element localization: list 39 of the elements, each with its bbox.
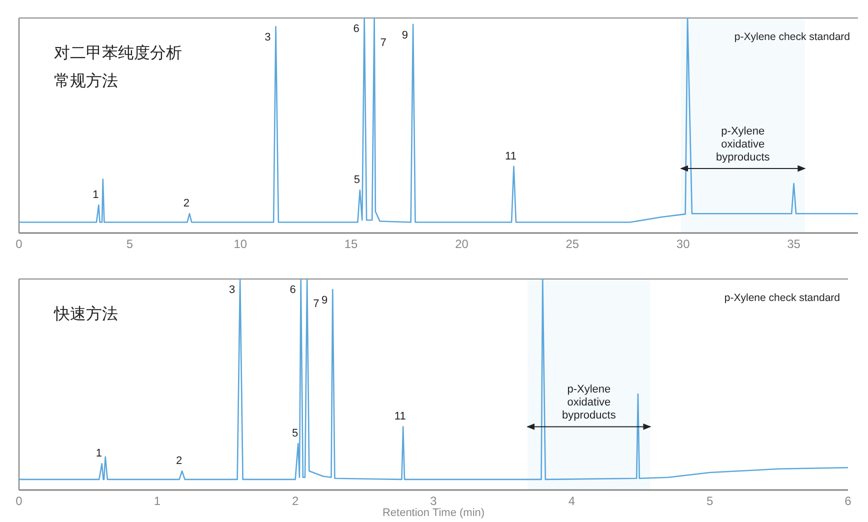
x-tick-label: 6: [844, 494, 852, 508]
x-tick-label: 5: [126, 237, 134, 251]
annotation: 2: [183, 198, 190, 210]
annotation: 3: [264, 32, 271, 44]
annotation: 5: [354, 174, 360, 186]
band-label: p-Xylene oxidative byproducts: [716, 126, 770, 164]
annotation: 1: [96, 448, 102, 460]
x-axis-title: Retention Time (min): [382, 507, 485, 519]
annotation: 3: [228, 284, 236, 296]
annotation: p-Xylene check standard: [734, 31, 850, 43]
x-tick-label: 0: [16, 237, 23, 251]
annotation: 11: [394, 410, 406, 423]
annotation: p-Xylene check standard: [724, 292, 840, 304]
annotation: 7: [380, 37, 386, 49]
x-tick-label: 30: [676, 237, 690, 251]
x-tick-label: 5: [706, 494, 714, 508]
annotation: 1: [92, 189, 99, 202]
x-tick-label: 25: [566, 237, 580, 251]
x-tick-label: 10: [234, 237, 248, 251]
annotation: 2: [176, 455, 182, 468]
text: 对二甲苯纯度分析: [54, 43, 182, 62]
annotation: 11: [505, 150, 516, 162]
annotation: 7: [313, 298, 320, 310]
x-tick-label: 15: [344, 237, 358, 251]
annotation: 6: [353, 23, 360, 35]
annotation: 9: [402, 29, 408, 42]
annotation: 9: [322, 294, 328, 307]
x-tick-label: 4: [568, 494, 576, 508]
annotation: 5: [292, 428, 298, 440]
band-label: p-Xylene oxidative byproducts: [562, 384, 616, 422]
text: 常规方法: [54, 71, 118, 90]
x-tick-label: 2: [292, 494, 299, 508]
x-tick-label: 3: [430, 494, 438, 508]
x-tick-label: 20: [455, 237, 469, 251]
x-tick-label: 1: [154, 494, 161, 508]
text: 快速方法: [53, 304, 118, 323]
x-tick-label: 35: [787, 237, 801, 251]
annotation: 6: [290, 284, 296, 296]
x-tick-label: 0: [16, 494, 23, 508]
